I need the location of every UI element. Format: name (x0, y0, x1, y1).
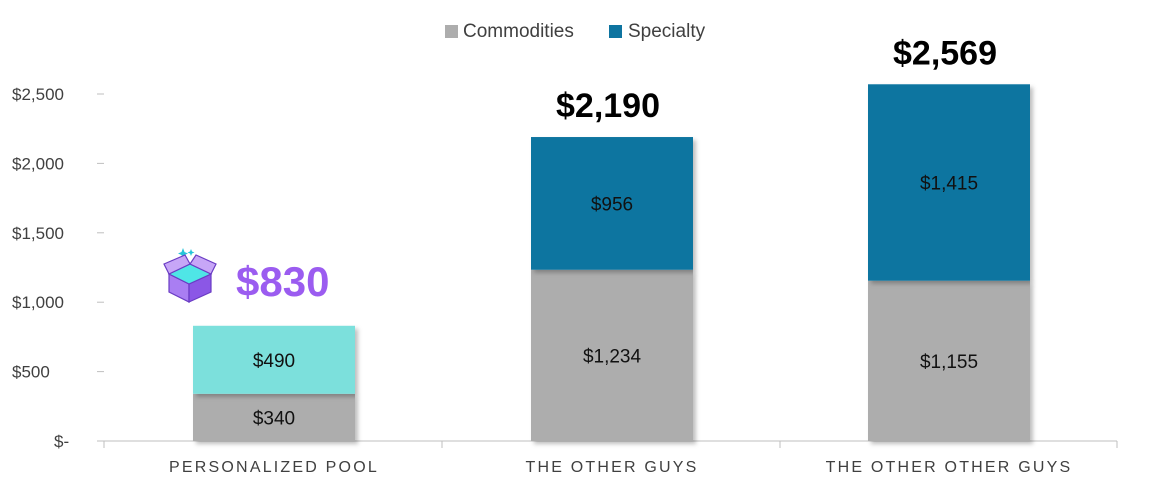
bar-total-label: $2,569 (893, 34, 997, 72)
bar-group-personalized-pool: $340 $490 (193, 325, 355, 441)
bar-total-label: $2,190 (556, 87, 660, 125)
bar-segment-specialty (531, 137, 693, 270)
legend-swatch-specialty (609, 25, 622, 38)
bar-segment-commodities (193, 393, 355, 441)
bar-segment-specialty (868, 84, 1030, 281)
x-category-label-personalized-pool: PERSONALIZED POOL (169, 459, 379, 476)
x-axis: PERSONALIZED POOL THE OTHER GUYS THE OTHER… (103, 440, 1118, 476)
bars: $340 $490 $1,234 $956 $1,155 $1,415 (193, 84, 1030, 441)
bar-total-label: $830 (236, 258, 329, 305)
y-tick-label: $1,000 (12, 293, 64, 312)
segment-value-label: $956 (591, 194, 633, 215)
segment-value-label: $1,155 (920, 352, 978, 373)
segment-value-label: $1,234 (583, 346, 642, 367)
bar-segment-specialty (193, 325, 355, 394)
y-tick-label: $500 (12, 363, 50, 382)
x-category-label-the-other-other-guys: THE OTHER OTHER GUYS (826, 459, 1073, 476)
gift-box-icon (163, 248, 217, 303)
y-tick-label: $2,500 (12, 85, 64, 104)
legend-label-specialty: Specialty (628, 21, 706, 42)
segment-value-label: $490 (253, 351, 295, 372)
y-axis: $- $500 $1,000 $1,500 $2,000 $2,500 (12, 85, 104, 451)
legend-swatch-commodities (445, 25, 458, 38)
bar-group-the-other-other-guys: $1,155 $1,415 (868, 84, 1030, 441)
bar-segment-commodities (531, 269, 693, 441)
y-tick-label: $1,500 (12, 224, 64, 243)
bar-group-the-other-guys: $1,234 $956 (531, 137, 693, 441)
segment-value-label: $340 (253, 408, 295, 429)
y-tick-label: $- (54, 432, 69, 451)
x-category-label-the-other-guys: THE OTHER GUYS (525, 459, 698, 476)
legend-label-commodities: Commodities (463, 21, 574, 42)
totals: $830 $2,190 $2,569 (163, 34, 997, 305)
segment-value-label: $1,415 (920, 173, 978, 194)
legend: Commodities Specialty (445, 21, 706, 42)
y-tick-label: $2,000 (12, 154, 64, 173)
bar-segment-commodities (868, 280, 1030, 441)
